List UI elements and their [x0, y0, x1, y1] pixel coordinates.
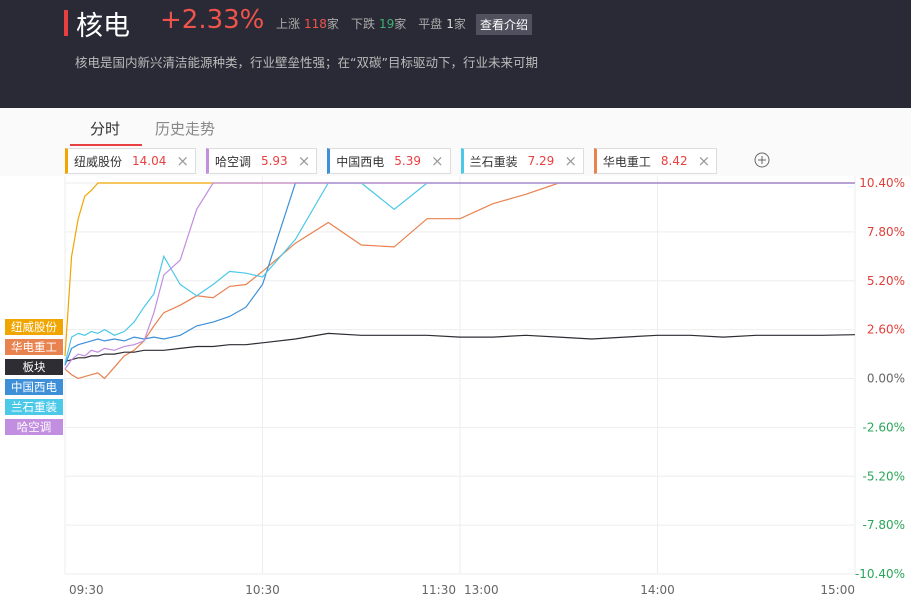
- legend-flag: [5, 359, 63, 375]
- chip-price: 5.93: [260, 154, 288, 168]
- y-tick-label: -5.20%: [863, 469, 905, 483]
- chip-name: 中国西电: [336, 154, 385, 169]
- legend-flag: [5, 339, 63, 355]
- stat-label: 上涨: [276, 17, 301, 31]
- legend-flag: [5, 419, 63, 435]
- y-tick-label: -7.80%: [863, 518, 905, 532]
- change: +2.33%: [160, 5, 265, 35]
- stat-count: 1: [446, 17, 454, 31]
- x-tick-label: 14:00: [640, 583, 675, 597]
- tab-underline: [70, 144, 142, 146]
- stat-label: 下跌: [350, 17, 375, 31]
- tab[interactable]: 分时: [90, 120, 121, 138]
- x-tick-label: 15:00: [820, 583, 855, 597]
- stock-chip[interactable]: 兰石重装 7.29 ×: [460, 148, 584, 174]
- stat-count: 19: [378, 17, 395, 31]
- stock-chip[interactable]: 中国西电 5.39 ×: [327, 148, 451, 174]
- stat-count: 118: [304, 17, 327, 31]
- legend-flag: [5, 399, 63, 415]
- plot-bg: [0, 176, 911, 604]
- stock-chip[interactable]: 纽威股份 14.04 ×: [65, 148, 196, 174]
- title: 核电: [76, 11, 130, 42]
- stat: 下跌 19家: [351, 15, 406, 32]
- legend-label: 兰石重装: [11, 400, 57, 414]
- y-tick-label: 5.20%: [867, 274, 905, 288]
- chip-name: 哈空调: [214, 154, 251, 169]
- stat-unit: 家: [394, 17, 407, 31]
- description: 核电是国内新兴清洁能源种类，行业壁垒性强；在“双碳”目标驱动下，行业未来可期: [75, 55, 538, 70]
- legend-label: 哈空调: [17, 420, 52, 434]
- y-tick-label: 10.40%: [859, 176, 905, 190]
- chip-price: 8.42: [660, 154, 688, 168]
- chip-price: 5.39: [394, 154, 421, 168]
- legend-flag: [5, 319, 63, 335]
- series-line: [64, 332, 856, 363]
- legend-label: 纽威股份: [11, 320, 57, 334]
- y-tick-label: -2.60%: [863, 420, 905, 434]
- stock-chip[interactable]: 华电重工 8.42 ×: [593, 148, 718, 174]
- y-tick-label: 2.60%: [867, 323, 905, 337]
- stat: 上涨 118家: [276, 15, 339, 32]
- x-tick-label: 13:00: [464, 583, 499, 597]
- chip-close: ×: [564, 152, 577, 170]
- tab[interactable]: 历史走势: [155, 120, 216, 138]
- add-icon: [754, 152, 770, 168]
- stat-label: 平盘: [418, 17, 443, 31]
- chip-price: 14.04: [132, 154, 167, 168]
- accent: [64, 10, 68, 36]
- legend-label: 华电重工: [11, 340, 57, 354]
- chip-close: ×: [176, 152, 189, 170]
- legend-flag: [5, 379, 63, 395]
- add-icon: [758, 156, 766, 164]
- x-tick-label: 09:30: [69, 583, 104, 597]
- header: 核电 +2.33% 上涨 118家 下跌 19家 平盘 1家 查看介绍 核电是国内新兴清洁…: [0, 0, 911, 108]
- chip-price: 7.29: [527, 154, 555, 168]
- chip-close: ×: [297, 152, 311, 170]
- stock-chip[interactable]: 哈空调 5.93 ×: [205, 148, 318, 174]
- chip-close: ×: [697, 152, 711, 170]
- legend-label: 中国西电: [11, 380, 57, 394]
- stat-unit: 家: [326, 17, 339, 31]
- stats: 上涨 118家 下跌 19家 平盘 1家: [276, 15, 466, 32]
- y-tick-label: 7.80%: [867, 225, 905, 239]
- chip-name: 华电重工: [602, 154, 651, 169]
- y-tick-label: -10.40%: [855, 567, 905, 581]
- chip-close: ×: [431, 152, 444, 170]
- stat-unit: 家: [453, 17, 466, 31]
- stat: 平盘 1家: [418, 15, 466, 32]
- intro-button[interactable]: 查看介绍: [476, 14, 533, 35]
- chips: 纽威股份 14.04 × 哈空调 5.93 × 中国西电 5.39 × 兰石重装 7.29 × 华电重工…: [65, 148, 718, 174]
- x-tick-label: 11:30: [421, 583, 456, 597]
- chip-name: 纽威股份: [74, 154, 123, 169]
- chip-name: 兰石重装: [469, 154, 518, 169]
- series-line: [64, 182, 855, 370]
- y-tick-label: 0.00%: [867, 372, 905, 386]
- x-tick-label: 10:30: [245, 583, 280, 597]
- legend-label: 板块: [23, 360, 46, 374]
